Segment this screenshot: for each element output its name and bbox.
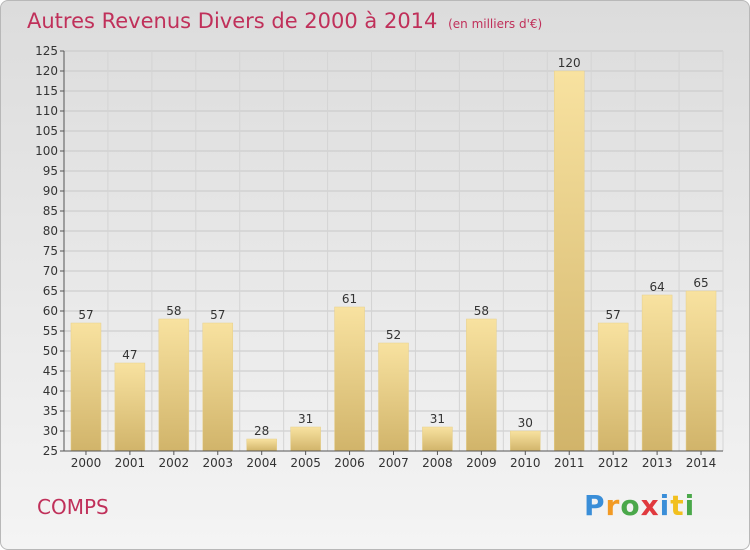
- y-tick-label: 80: [43, 224, 58, 238]
- bar-2012: [597, 322, 629, 452]
- y-tick-label: 120: [35, 64, 58, 78]
- y-tick-label: 95: [43, 164, 58, 178]
- bar-2005: [290, 426, 321, 452]
- data-label: 58: [166, 304, 181, 318]
- proxiti-logo[interactable]: Proxiti: [584, 489, 696, 522]
- y-tick-label: 115: [35, 84, 58, 98]
- bar-2003: [202, 322, 234, 452]
- y-tick-label: 90: [43, 184, 58, 198]
- y-tick-label: 125: [35, 44, 58, 58]
- x-tick-label: 2001: [115, 456, 146, 470]
- chart-title-unit: (en milliers d'€): [448, 17, 543, 31]
- axes: [60, 50, 723, 455]
- data-label: 65: [693, 276, 708, 290]
- y-tick-label: 70: [43, 264, 58, 278]
- x-tick-label: 2005: [290, 456, 321, 470]
- x-tick-label: 2014: [686, 456, 717, 470]
- data-label: 57: [78, 308, 93, 322]
- bar-2009: [466, 318, 497, 452]
- bar-2004: [246, 438, 277, 452]
- x-tick-label: 2011: [554, 456, 585, 470]
- bar-2006: [334, 306, 365, 452]
- y-tick-label: 65: [43, 284, 58, 298]
- data-label: 120: [558, 56, 581, 70]
- y-tick-label: 85: [43, 204, 58, 218]
- bar-2010: [510, 430, 541, 452]
- y-tick-label: 100: [35, 144, 58, 158]
- bar-2011: [553, 70, 585, 452]
- chart-title-text: Autres Revenus Divers de 2000 à 2014: [27, 9, 438, 33]
- data-label: 52: [386, 328, 401, 342]
- y-tick-label: 40: [43, 384, 58, 398]
- x-tick-label: 2004: [246, 456, 277, 470]
- x-tick-label: 2012: [598, 456, 629, 470]
- x-tick-label: 2009: [466, 456, 497, 470]
- x-tick-label: 2008: [422, 456, 453, 470]
- y-tick-label: 75: [43, 244, 58, 258]
- y-tick-label: 105: [35, 124, 58, 138]
- bar-2001: [114, 362, 146, 452]
- data-label: 30: [518, 416, 533, 430]
- bar-2008: [422, 426, 453, 452]
- data-label: 31: [298, 412, 313, 426]
- y-tick-label: 50: [43, 344, 58, 358]
- y-tick-label: 45: [43, 364, 58, 378]
- x-tick-label: 2002: [159, 456, 190, 470]
- x-tick-label: 2010: [510, 456, 541, 470]
- chart-title: Autres Revenus Divers de 2000 à 2014 (en…: [27, 9, 542, 33]
- bar-2000: [70, 322, 102, 452]
- data-label: 64: [649, 280, 664, 294]
- y-tick-label: 35: [43, 404, 58, 418]
- y-tick-label: 60: [43, 304, 58, 318]
- data-label: 61: [342, 292, 357, 306]
- bar-2014: [685, 290, 717, 452]
- data-label: 47: [122, 348, 137, 362]
- data-label: 28: [254, 424, 269, 438]
- x-tick-label: 2000: [71, 456, 102, 470]
- data-label: 57: [210, 308, 225, 322]
- data-label: 57: [606, 308, 621, 322]
- data-label: 31: [430, 412, 445, 426]
- x-tick-label: 2007: [378, 456, 409, 470]
- commune-name: COMPS: [37, 495, 109, 519]
- bar-2002: [158, 318, 190, 452]
- data-label: 58: [474, 304, 489, 318]
- x-tick-label: 2013: [642, 456, 673, 470]
- x-tick-label: 2003: [202, 456, 233, 470]
- y-tick-label: 110: [35, 104, 58, 118]
- labels: 25 30 35 40 45 50 55 60 65 70 75 80 85 90 95 100 105 110 1…: [35, 44, 716, 470]
- y-tick-label: 55: [43, 324, 58, 338]
- bar-2007: [378, 342, 409, 452]
- x-tick-label: 2006: [334, 456, 365, 470]
- y-tick-label: 30: [43, 424, 58, 438]
- bar-series: [70, 70, 717, 452]
- bar-2013: [641, 294, 673, 452]
- y-tick-label: 25: [43, 444, 58, 458]
